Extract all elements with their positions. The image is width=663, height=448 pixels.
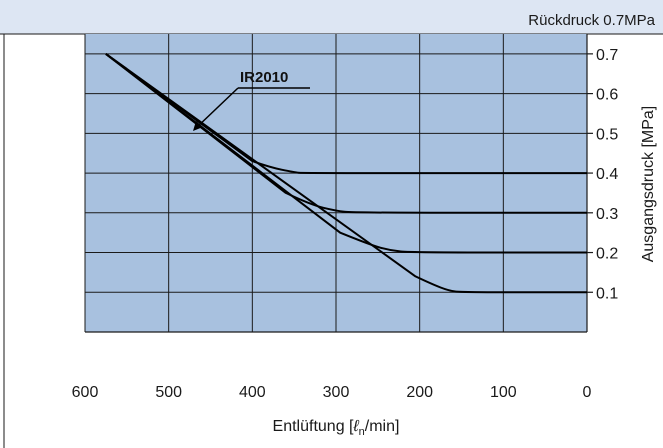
x-axis-title: Entlüftung [ℓn/min] [273,418,400,438]
annotation-leader-line [195,87,239,129]
series-line-1 [105,53,587,175]
x-tick-label: 400 [239,384,266,401]
series-line-2 [105,53,587,214]
y-tick-label: 0.6 [596,87,618,104]
x-axis-title-symbol: ℓ [352,418,359,435]
y-tick-label: 0.5 [596,126,618,143]
x-axis-title-unit: /min] [365,418,400,435]
x-tick-label: 500 [155,384,182,401]
y-axis-title: Ausgangsdruck [MPa] [640,106,657,263]
x-tick-label: 600 [72,384,99,401]
x-axis-ticks: 600 500 400 300 200 100 0 [72,384,592,401]
x-tick-label: 300 [323,384,350,401]
y-tick-label: 0.4 [596,166,618,183]
annotation-arrowhead [193,121,203,131]
series-line-4 [105,53,587,294]
x-axis-title-subscript: n [359,426,365,438]
y-tick-label: 0.1 [596,285,618,302]
y-tick-label: 0.3 [596,206,618,223]
header-text: Rückdruck 0.7MPa [528,12,655,29]
y-tick-label: 0.7 [596,47,618,64]
grid [84,34,588,333]
y-tick-label: 0.2 [596,246,618,263]
series-line-3 [105,53,587,254]
x-tick-label: 0 [583,384,592,401]
series-lines [105,53,587,294]
x-tick-label: 200 [406,384,433,401]
x-axis-title-part: Entlüftung [ [273,418,355,435]
annotation-label: IR2010 [240,69,288,86]
y-axis-ticks: 0.1 0.2 0.3 0.4 0.5 0.6 0.7 [587,47,618,302]
header-band [0,0,663,34]
x-tick-label: 100 [490,384,517,401]
